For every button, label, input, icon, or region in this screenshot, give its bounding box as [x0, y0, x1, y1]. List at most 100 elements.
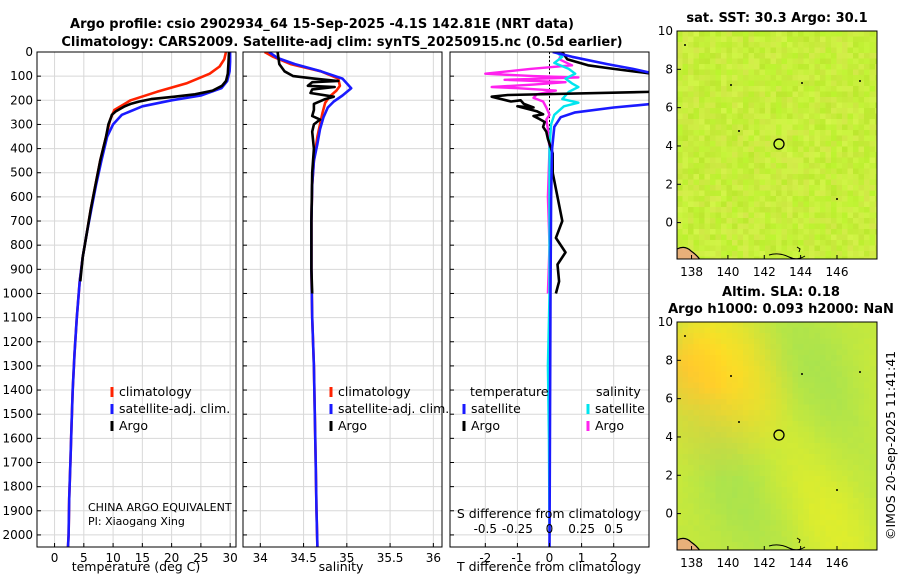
map-cell: [842, 108, 848, 114]
map-cell: [836, 234, 843, 241]
map-cell: [836, 470, 843, 477]
map-cell: [858, 448, 865, 455]
map-cell: [869, 168, 876, 175]
map-cell: [825, 443, 832, 449]
map-cell: [864, 454, 870, 460]
map-cell: [715, 503, 722, 510]
map-cell: [743, 426, 749, 433]
map-cell: [803, 80, 810, 87]
map-cell: [776, 432, 782, 438]
map-cell: [693, 498, 700, 504]
map-cell: [732, 542, 738, 548]
map-cell: [803, 196, 810, 202]
map-cell: [825, 47, 832, 54]
map-cell: [693, 223, 700, 230]
map-cell: [853, 174, 859, 180]
map-cell: [677, 157, 683, 164]
map-cell: [710, 404, 716, 411]
map-cell: [710, 448, 716, 455]
map-cell: [710, 240, 716, 246]
map-cell: [743, 185, 749, 191]
map-cell: [710, 196, 716, 202]
depth-tick-label: 800: [10, 238, 33, 252]
map-cell: [770, 86, 777, 92]
map-cell: [836, 212, 843, 219]
map-cell: [842, 58, 848, 65]
map-cell: [759, 487, 766, 493]
map-cell: [864, 113, 870, 120]
map-cell: [776, 393, 782, 400]
map-cell: [776, 53, 782, 59]
diff-series-line: [484, 52, 580, 294]
map-cell: [726, 399, 733, 405]
map-cell: [869, 157, 876, 164]
map-cell: [809, 410, 815, 416]
map-cell: [704, 229, 711, 235]
map-cell: [721, 498, 727, 504]
map-cell: [836, 58, 843, 65]
map-cell: [847, 344, 854, 350]
map-cell: [809, 459, 815, 466]
map-cell: [864, 75, 870, 81]
map-cell: [776, 377, 782, 383]
map-cell: [792, 536, 799, 543]
map-cell: [809, 53, 815, 59]
map-cell: [732, 410, 738, 416]
map-cell: [814, 514, 821, 521]
map-cell: [770, 481, 777, 488]
map-cell: [831, 223, 837, 230]
map-cell: [743, 97, 749, 103]
map-cell: [809, 503, 815, 510]
map-cell: [787, 542, 793, 548]
map-cell: [748, 322, 755, 328]
map-cell: [732, 163, 738, 169]
map-cell: [748, 179, 755, 186]
map-cell: [831, 113, 837, 120]
map-cell: [792, 245, 799, 252]
map-cell: [869, 218, 876, 224]
map-cell: [759, 338, 766, 345]
map-cell: [836, 426, 843, 433]
map-cell: [869, 509, 876, 515]
map-cell: [864, 344, 870, 350]
map-cell: [737, 470, 744, 477]
map-cell: [803, 190, 810, 197]
map-cell: [864, 448, 870, 455]
map-cell: [842, 113, 848, 120]
map-cell: [847, 146, 854, 153]
map-cell: [688, 113, 694, 120]
map-cell: [820, 470, 826, 477]
map-cell: [831, 536, 837, 543]
map-lat-tick-label: 2: [665, 177, 673, 191]
map-cell: [836, 404, 843, 411]
map-cell: [721, 58, 727, 65]
map-cell: [688, 80, 694, 87]
map-cell: [875, 157, 877, 164]
map-cell: [869, 487, 876, 493]
map-cell: [869, 415, 876, 422]
map-cell: [737, 163, 744, 169]
map-cell: [699, 454, 705, 460]
map-cell: [748, 459, 755, 466]
map-cell: [776, 404, 782, 411]
map-lon-tick-label: 144: [789, 556, 812, 570]
map-cell: [737, 102, 744, 109]
map-cell: [809, 113, 815, 120]
map-cell: [732, 525, 738, 532]
map-cell: [715, 536, 722, 543]
map-cell: [732, 80, 738, 87]
map-cell: [726, 448, 733, 455]
map-cell: [869, 536, 876, 543]
map-cell: [875, 91, 877, 98]
map-cell: [776, 360, 782, 367]
map-cell: [869, 201, 876, 208]
map-cell: [853, 432, 859, 438]
map-cell: [825, 91, 832, 98]
map-cell: [875, 426, 877, 433]
map-cell: [688, 454, 694, 460]
map-cell: [831, 245, 837, 252]
map-cell: [765, 520, 771, 526]
map-cell: [770, 223, 777, 230]
map-cell: [787, 245, 793, 252]
map-cell: [759, 196, 766, 202]
